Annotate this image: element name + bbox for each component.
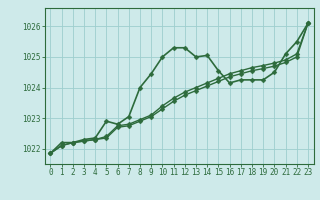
Text: Graphe pression niveau de la mer (hPa): Graphe pression niveau de la mer (hPa) <box>41 183 279 193</box>
